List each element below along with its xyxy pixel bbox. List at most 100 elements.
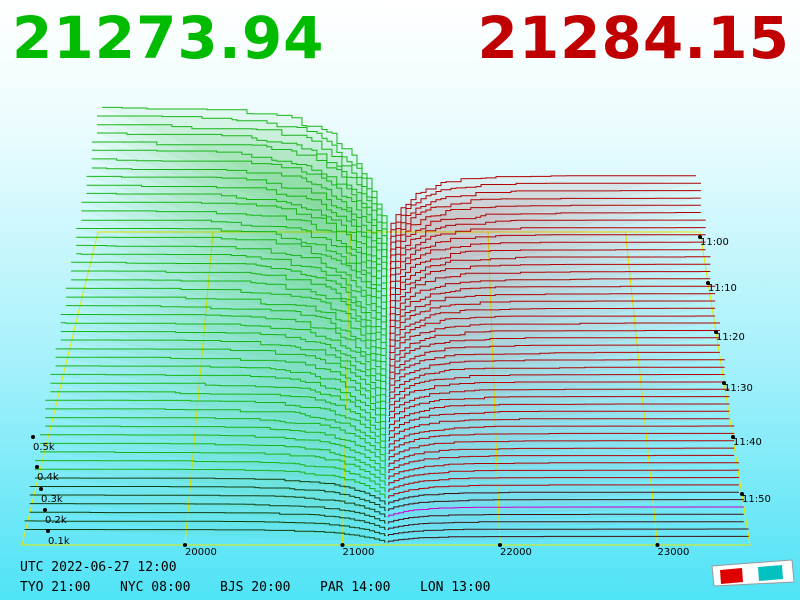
ask-depth-line	[389, 197, 701, 252]
glasses-red-lens	[720, 568, 743, 584]
bid-depth-line	[34, 477, 386, 505]
bid-depth-line	[97, 115, 388, 239]
bid-depth-line	[91, 141, 388, 258]
bid-depth-line	[60, 314, 387, 385]
floor-outline	[21, 231, 751, 546]
ask-depth-line	[389, 219, 706, 271]
price-tick-label: 23000	[658, 547, 690, 558]
volume-tick-label: 0.4k	[37, 472, 59, 483]
ask-depth-line	[387, 477, 739, 492]
bid-depth-line	[102, 106, 388, 233]
floor-line	[342, 231, 351, 546]
floor-line	[625, 231, 658, 546]
ask-depth-line	[388, 410, 730, 435]
bid-depth-line	[29, 494, 386, 518]
ask-depth-line	[388, 432, 735, 454]
tick-dot	[35, 465, 39, 469]
zone-time: PAR 14:00	[320, 580, 391, 595]
ask-depth-line	[389, 241, 706, 290]
ask-depth-line	[389, 212, 701, 265]
ask-depth-line	[388, 344, 720, 379]
ask-depth-line	[388, 462, 740, 480]
ask-depth-line	[389, 300, 716, 341]
axis-labels: 20000 21000 22000 23000 11:00 11:10 11:20 11:30…	[31, 235, 771, 558]
tick-dot	[698, 235, 702, 239]
ask-depth-line	[387, 528, 749, 537]
tick-dot	[39, 487, 43, 491]
ask-depth-line	[388, 366, 725, 397]
time-tick-label: 11:20	[716, 332, 745, 343]
ask-depth-line	[388, 418, 730, 442]
ask-depth-line	[387, 521, 744, 530]
ask-depth-line	[387, 513, 744, 524]
time-tick-label: 11:30	[724, 383, 753, 394]
tick-dot	[740, 492, 744, 496]
bid-depth-line	[71, 279, 388, 360]
ask-depth-line	[387, 535, 749, 543]
bid-depth-line	[35, 460, 386, 492]
price-tick-label: 20000	[185, 547, 217, 558]
ask-depth-line	[388, 440, 735, 461]
ask-depth-line	[389, 256, 711, 303]
bid-depth-line	[40, 442, 387, 480]
time-tick-label: 11:50	[742, 494, 771, 505]
bid-depth-line	[29, 511, 386, 530]
ask-depth-line	[387, 506, 744, 518]
glasses-icon	[711, 559, 795, 587]
bid-depth-line	[34, 468, 386, 499]
tick-dot	[31, 435, 35, 439]
ask-depth-line	[388, 454, 735, 473]
ask-depth-line	[388, 381, 725, 410]
tick-dot	[183, 543, 187, 547]
tick-dot	[714, 330, 718, 334]
ask-depth-line	[389, 182, 701, 239]
bid-depth-line	[29, 486, 386, 511]
price-tick-label: 22000	[500, 547, 532, 558]
ask-depth-line	[387, 491, 739, 505]
bid-depth-line	[71, 270, 388, 353]
bid-depth-line	[45, 408, 387, 454]
volume-tick-label: 0.3k	[41, 494, 63, 505]
bid-depth-line	[40, 451, 387, 486]
ask-depth-line	[388, 447, 735, 467]
bid-depth-line	[45, 417, 387, 461]
tick-dot	[340, 543, 345, 547]
time-tick-label: 11:40	[733, 437, 762, 448]
ask-depth-line	[387, 484, 739, 499]
time-tick-label: 11:00	[700, 237, 729, 248]
bid-depth-line	[55, 356, 387, 416]
ask-depth-line	[388, 403, 730, 429]
bid-depth-line	[76, 236, 388, 328]
floor-line	[184, 231, 214, 546]
zone-time: TYO 21:00	[20, 580, 91, 595]
bid-depth-line	[91, 167, 388, 277]
bid-depth-line	[71, 261, 388, 347]
tick-dot	[498, 543, 502, 547]
ask-depth-line	[390, 175, 696, 233]
tick-dot	[722, 381, 726, 385]
bid-depth-line	[86, 192, 388, 296]
tick-dot	[46, 529, 50, 533]
ask-depth-line	[389, 263, 711, 309]
bid-depth-line	[66, 287, 387, 366]
zone-time: NYC 08:00	[120, 580, 191, 595]
ask-depth-line	[388, 337, 720, 372]
bid-depth-line	[40, 434, 387, 473]
tick-dot	[43, 508, 47, 512]
bid-depth-line	[55, 348, 387, 410]
bid-depth-line	[24, 520, 386, 537]
bid-depth-line	[45, 425, 387, 467]
bid-depth-line	[91, 149, 388, 265]
time-tick-label: 11:10	[708, 283, 737, 294]
bid-depth-line	[60, 331, 387, 397]
glasses-cyan-lens	[758, 565, 783, 581]
bid-depth-line	[96, 132, 388, 252]
surface-lines	[24, 106, 749, 543]
zone-time: LON 13:00	[420, 580, 491, 595]
tick-dot	[706, 281, 710, 285]
bid-depth-line	[86, 184, 388, 290]
ask-depth-line	[388, 330, 720, 366]
volume-tick-label: 0.5k	[33, 442, 55, 453]
